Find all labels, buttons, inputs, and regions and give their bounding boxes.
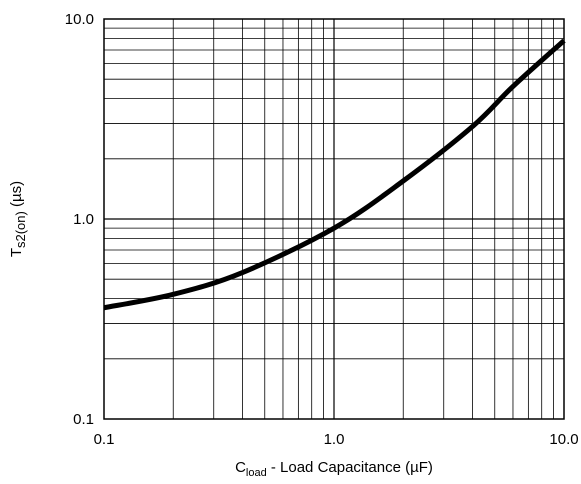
series-layer <box>103 38 566 311</box>
series-line <box>103 38 566 311</box>
y-tick-label: 1.0 <box>73 211 94 228</box>
x-axis-label-subscript: load <box>246 467 267 479</box>
x-tick-labels: 0.1 1.0 10.0 <box>94 431 579 448</box>
y-tick-label: 10.0 <box>65 11 94 28</box>
x-tick-label: 10.0 <box>549 431 578 448</box>
y-tick-labels: 0.1 1.0 10.0 <box>65 11 94 428</box>
x-tick-label: 0.1 <box>94 431 115 448</box>
x-axis-label: Cload - Load Capacitance (µF) <box>235 459 433 479</box>
y-tick-label: 0.1 <box>73 411 94 428</box>
x-tick-label: 1.0 <box>324 431 345 448</box>
y-axis-label-subscript: s2(on) <box>13 211 28 248</box>
y-axis-label: Ts2(on) (µs) <box>8 181 28 257</box>
plot-frame <box>103 18 565 420</box>
grid <box>104 19 564 419</box>
